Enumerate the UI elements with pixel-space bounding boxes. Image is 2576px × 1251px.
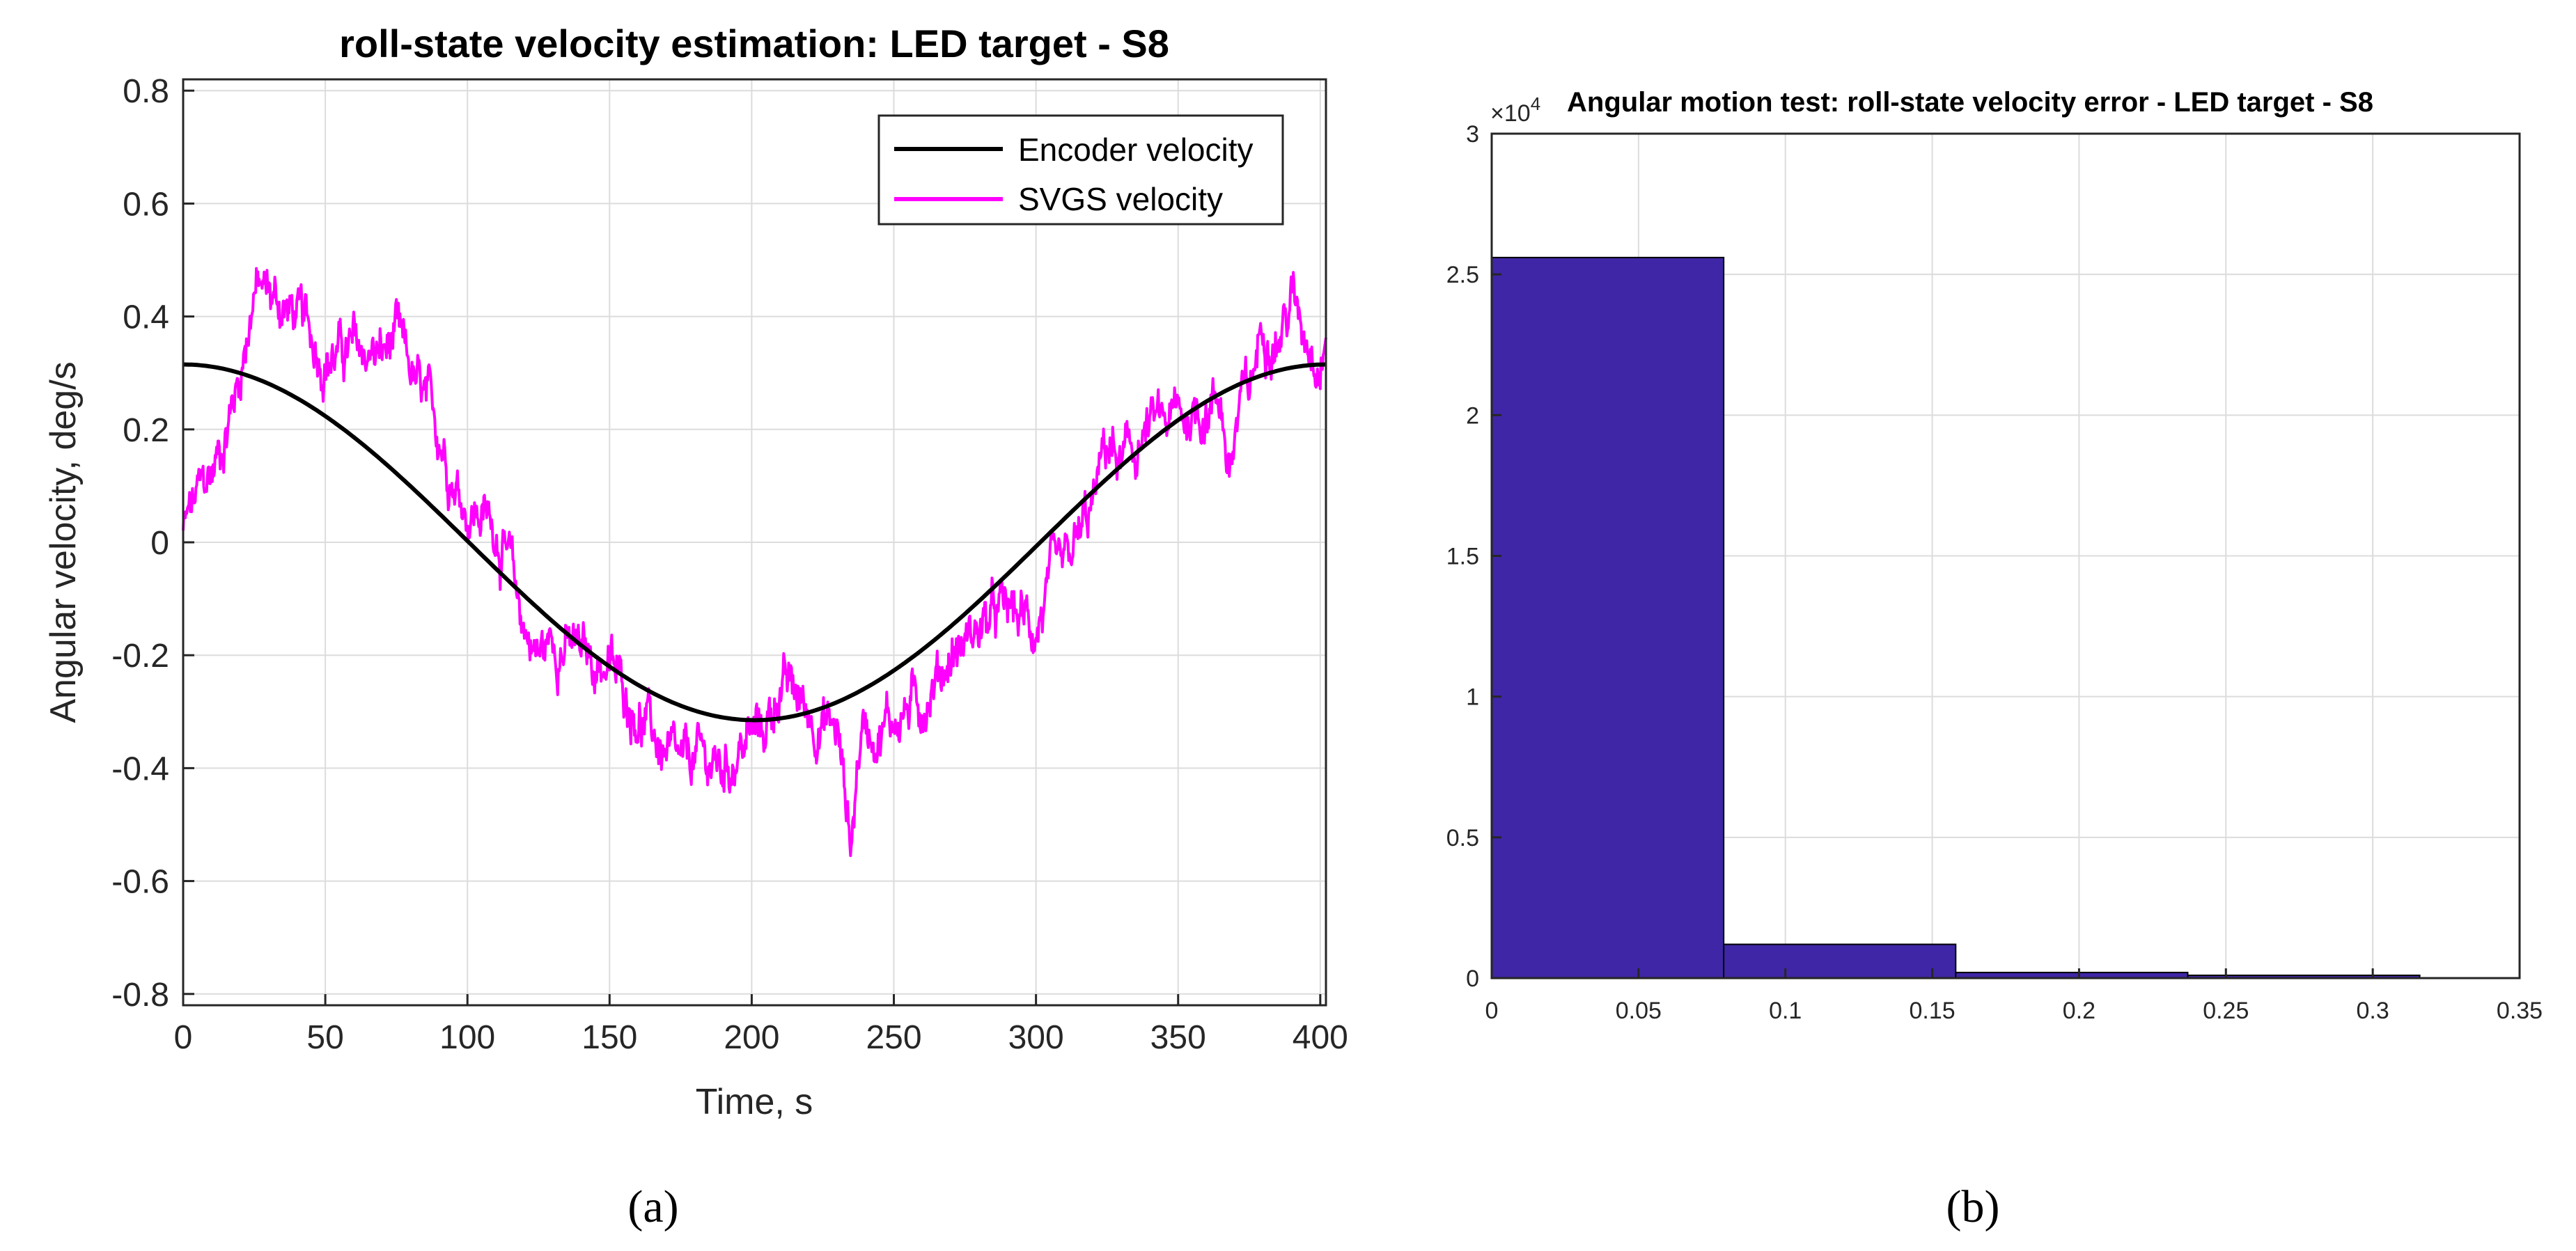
velocity-x-tick-label: 50 [306,1019,343,1056]
caption-b-text: (b) [1946,1181,2000,1232]
velocity-x-tick-label: 100 [439,1019,495,1056]
histogram-ticks: 0 0.05 0.1 0.15 0.2 0.25 0.3 0.35 0 0.5 1 1.5 2 2.5 3 [1446,121,2543,1024]
histogram-x-tick-label: 0 [1485,998,1499,1024]
histogram-x-tick-label: 0.05 [1616,998,1662,1024]
histogram-bars [1491,256,2421,979]
caption-a: (a) [627,1181,678,1232]
histogram-bar [1491,256,1725,979]
histogram-exponent-label: ×104 [1490,93,1540,127]
velocity-y-tick-label: 0.6 [123,186,169,223]
histogram-x-tick-label: 0.2 [2063,998,2095,1024]
velocity-y-tick-label: 0.2 [123,412,169,449]
velocity-x-tick-label: 200 [724,1019,779,1056]
caption-b: (b) [1946,1181,2000,1232]
svgs-velocity-line [182,267,1327,858]
histogram-y-tick-label: 0 [1466,966,1479,992]
velocity-y-tick-label: -0.2 [111,638,169,675]
velocity-chart: 0 50 100 150 200 250 300 350 400 -0.8 -0.6 -0.4 -0.2… [43,22,1348,1122]
velocity-ticks: 0 50 100 150 200 250 300 350 400 -0.8 -0.6 -0.4 -0.2… [111,73,1348,1056]
caption-a-text: (a) [627,1181,678,1232]
histogram-x-tick-label: 0.25 [2203,998,2249,1024]
velocity-x-tick-label: 250 [866,1019,921,1056]
velocity-x-tick-label: 0 [174,1019,193,1056]
encoder-velocity-line [182,362,1327,723]
histogram-exponent-power: 4 [1531,93,1540,114]
velocity-x-tick-label: 300 [1008,1019,1064,1056]
velocity-y-tick-label: 0.8 [123,73,169,110]
velocity-legend-box [877,114,1284,226]
error-histogram: 0 0.05 0.1 0.15 0.2 0.25 0.3 0.3500.511.522.53 … [1446,87,2543,1024]
histogram-y-tick-label: 2 [1466,402,1479,429]
histogram-exponent-base: ×10 [1490,100,1531,127]
velocity-chart-title: roll-state velocity estimation: LED targ… [339,22,1169,65]
velocity-y-tick-label: -0.8 [111,977,169,1014]
velocity-x-axis-label: Time, s [696,1082,813,1122]
histogram-x-tick-label: 0.15 [1909,998,1955,1024]
velocity-legend: Encoder velocity SVGS velocity [877,114,1284,226]
histogram-y-tick-label: 2.5 [1446,262,1479,288]
histogram-title: Angular motion test: roll-state velocity… [1567,87,2373,118]
histogram-x-tick-label: 0.3 [2357,998,2389,1024]
velocity-y-tick-label: 0 [150,525,169,562]
velocity-y-axis-label: Angular velocity, deg/s [43,361,84,723]
histogram-y-tick-label: 3 [1466,121,1479,148]
histogram-y-tick-label: 0.5 [1446,825,1479,851]
velocity-x-tick-label: 400 [1293,1019,1348,1056]
histogram-bar [1723,943,1957,979]
histogram-x-tick-label: 0.35 [2497,998,2543,1024]
legend-label-encoder: Encoder velocity [1018,132,1254,168]
legend-label-svgs: SVGS velocity [1018,181,1223,217]
velocity-x-tick-label: 350 [1150,1019,1206,1056]
velocity-x-tick-label: 150 [581,1019,637,1056]
histogram-y-tick-label: 1 [1466,684,1479,711]
histogram-y-tick-label: 1.5 [1446,544,1479,570]
velocity-y-tick-label: -0.6 [111,864,169,901]
velocity-y-tick-label: -0.4 [111,750,169,787]
velocity-y-tick-label: 0.4 [123,299,169,336]
histogram-x-tick-label: 0.1 [1769,998,1802,1024]
velocity-series [182,267,1327,858]
